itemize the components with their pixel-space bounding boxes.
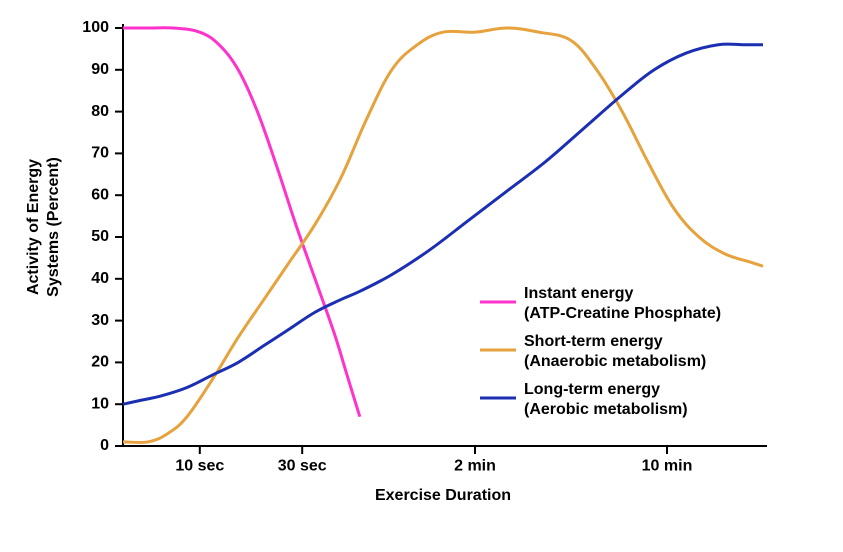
- y-tick-label: 50: [91, 228, 109, 245]
- x-axis-label: Exercise Duration: [375, 487, 511, 504]
- legend-label-instant: Instant energy: [524, 285, 633, 302]
- x-tick-label: 10 min: [642, 457, 693, 474]
- y-tick-label: 90: [91, 61, 109, 78]
- y-axis-label: Activity of Energy: [25, 159, 42, 295]
- legend-label-longterm: Long-term energy: [524, 381, 660, 398]
- energy-systems-chart: 0 10 20 30 40 50 60 70 80 90 100 10 sec 30 sec 2 min 1…: [0, 0, 843, 552]
- x-tick-label: 10 sec: [175, 457, 224, 474]
- legend-label-instant: (ATP-Creatine Phosphate): [524, 305, 721, 322]
- chart-svg: 0 10 20 30 40 50 60 70 80 90 100 10 sec 30 sec 2 min 1…: [0, 0, 843, 552]
- y-tick-label: 0: [100, 437, 109, 454]
- x-tick-label: 30 sec: [278, 457, 327, 474]
- y-tick-label: 20: [91, 354, 109, 371]
- y-tick-label: 70: [91, 145, 109, 162]
- legend-label-longterm: (Aerobic metabolism): [524, 401, 688, 418]
- legend-label-shortterm: (Anaerobic metabolism): [524, 353, 706, 370]
- y-tick-label: 30: [91, 312, 109, 329]
- x-tick-label: 2 min: [454, 457, 496, 474]
- y-axis-label: Systems (Percent): [45, 157, 62, 297]
- y-tick-label: 100: [82, 19, 109, 36]
- legend-label-shortterm: Short-term energy: [524, 333, 663, 350]
- y-tick-label: 10: [91, 395, 109, 412]
- series-longterm: [123, 44, 763, 404]
- y-tick-label: 60: [91, 186, 109, 203]
- series-shortterm: [123, 28, 763, 442]
- series-instant: [123, 28, 360, 417]
- y-tick-label: 80: [91, 103, 109, 120]
- y-tick-label: 40: [91, 270, 109, 287]
